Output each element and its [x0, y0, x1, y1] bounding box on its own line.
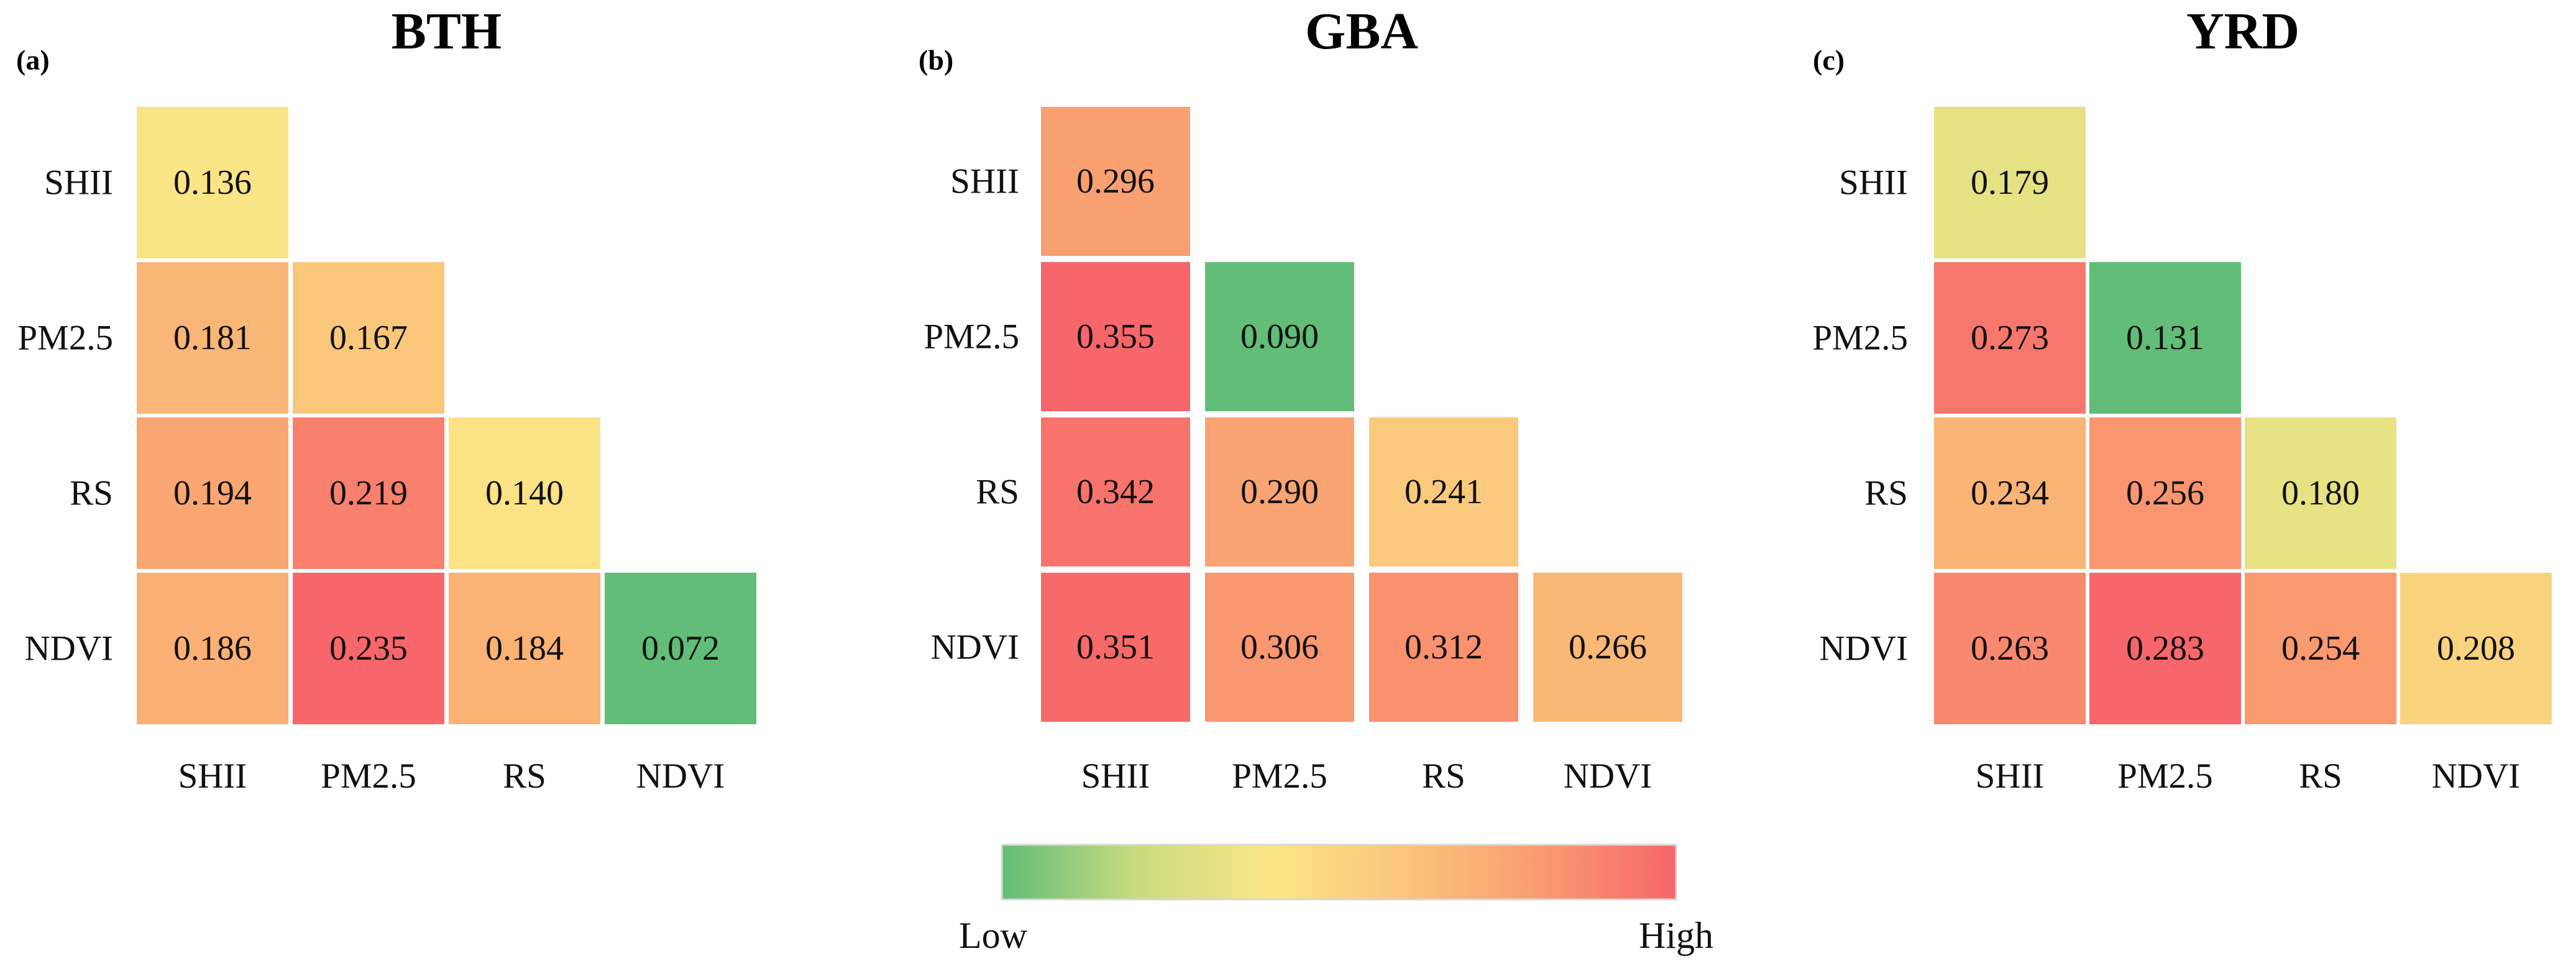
cell-value-label: 0.072 — [641, 629, 720, 668]
heatmap-cell — [2245, 417, 2396, 569]
heatmap-cell — [449, 417, 600, 569]
heatmap-cell — [1205, 262, 1354, 411]
row-label: RS — [976, 473, 1019, 512]
heatmap-cell — [1205, 573, 1354, 722]
heatmap-cell — [1041, 573, 1190, 722]
panel-bth: BTH (a) SHII 0.136 PM2.5 0.181 0.167 RS 0.194 0.2… — [16, 2, 756, 796]
row-label: RS — [1864, 474, 1908, 513]
cell-value-label: 0.256 — [2126, 474, 2204, 512]
cell-value-label: 0.234 — [1971, 474, 2049, 512]
row-label: NDVI — [25, 629, 113, 668]
heatmap-cell — [1533, 573, 1682, 722]
heatmap-cell — [293, 573, 444, 724]
column-label: RS — [2299, 757, 2342, 796]
row-label: NDVI — [931, 628, 1019, 667]
cell-value-label: 0.266 — [1569, 628, 1647, 666]
cell-value-label: 0.179 — [1971, 163, 2049, 202]
row-label: NDVI — [1820, 629, 1908, 668]
cell-value-label: 0.351 — [1076, 628, 1155, 666]
cell-value-label: 0.208 — [2437, 629, 2515, 668]
panel-yrd: YRD (c) SHII 0.179 PM2.5 0.273 0.131 RS 0.234 0.2… — [1812, 2, 2552, 796]
column-label: RS — [1422, 757, 1465, 796]
color-legend: Low High — [959, 844, 1713, 956]
column-label: SHII — [1081, 757, 1150, 796]
row-label: PM2.5 — [17, 319, 113, 358]
cell-value-label: 0.140 — [485, 474, 564, 512]
panel-label: (c) — [1813, 44, 1845, 76]
row-label: PM2.5 — [1812, 319, 1908, 358]
column-label: SHII — [178, 757, 247, 796]
heatmap-cell — [1369, 573, 1518, 722]
heatmap-cell — [137, 573, 288, 724]
heatmap-cell — [449, 573, 600, 724]
heatmap-cell — [1041, 262, 1190, 411]
heatmap-cell — [2400, 573, 2552, 724]
panel-gba: GBA (b) SHII 0.296 PM2.5 0.355 0.090 RS 0.342 0.2… — [919, 2, 1682, 796]
heatmap-cell — [293, 417, 444, 569]
heatmap-cell — [1934, 417, 2086, 569]
cell-value-label: 0.342 — [1076, 473, 1155, 511]
column-label: NDVI — [1564, 757, 1652, 796]
heatmap-cell — [1369, 417, 1518, 566]
column-label: NDVI — [636, 757, 725, 796]
heatmap-cell — [1041, 417, 1190, 566]
cell-value-label: 0.181 — [173, 319, 252, 357]
cell-value-label: 0.241 — [1405, 473, 1483, 511]
heatmap-cell — [137, 107, 288, 258]
column-label: SHII — [1976, 757, 2045, 796]
cell-value-label: 0.273 — [1971, 319, 2049, 357]
heatmap-cell — [137, 262, 288, 414]
row-label: SHII — [44, 163, 113, 202]
column-label: NDVI — [2432, 757, 2520, 796]
heatmap-cell — [137, 417, 288, 569]
cell-value-label: 0.219 — [329, 474, 408, 512]
panel-title: BTH — [392, 2, 502, 60]
cell-value-label: 0.355 — [1076, 317, 1155, 356]
heatmap-cell — [2089, 262, 2241, 414]
heatmap-cell — [605, 573, 756, 724]
column-label: PM2.5 — [2117, 757, 2213, 796]
panel-label: (a) — [16, 44, 50, 76]
cell-value-label: 0.254 — [2281, 629, 2360, 668]
panel-title: GBA — [1305, 2, 1418, 60]
row-label: SHII — [1839, 163, 1908, 202]
heatmap-cell — [2089, 573, 2241, 724]
cell-value-label: 0.312 — [1405, 628, 1483, 666]
legend-high-label: High — [1639, 915, 1713, 956]
heatmap-cell — [1934, 573, 2086, 724]
cell-value-label: 0.136 — [173, 163, 252, 202]
cell-value-label: 0.180 — [2281, 474, 2360, 512]
column-label: PM2.5 — [321, 757, 416, 796]
legend-low-label: Low — [959, 915, 1028, 956]
panel-label: (b) — [919, 44, 953, 76]
cell-value-label: 0.290 — [1240, 473, 1319, 511]
cell-value-label: 0.194 — [173, 474, 252, 512]
cell-value-label: 0.131 — [2126, 319, 2204, 357]
heatmap-cell — [1205, 417, 1354, 566]
heatmap-cell — [1041, 107, 1190, 256]
column-label: RS — [503, 757, 546, 796]
row-label: RS — [70, 474, 113, 513]
panel-title: YRD — [2186, 2, 2299, 60]
row-label: SHII — [950, 162, 1019, 201]
cell-value-label: 0.186 — [173, 629, 252, 668]
heatmap-cell — [293, 262, 444, 414]
heatmap-cell — [1934, 107, 2086, 258]
cell-value-label: 0.184 — [485, 629, 564, 668]
cell-value-label: 0.090 — [1240, 317, 1319, 356]
cell-value-label: 0.167 — [329, 319, 408, 357]
row-label: PM2.5 — [924, 317, 1019, 357]
cell-value-label: 0.283 — [2126, 629, 2204, 668]
heatmap-cell — [1934, 262, 2086, 414]
cell-value-label: 0.263 — [1971, 629, 2049, 668]
heatmap-cell — [2245, 573, 2396, 724]
legend-gradient-bar — [1001, 844, 1677, 901]
column-label: PM2.5 — [1232, 757, 1327, 796]
cell-value-label: 0.306 — [1240, 628, 1319, 666]
cell-value-label: 0.235 — [329, 629, 408, 668]
heatmap-cell — [2089, 417, 2241, 569]
cell-value-label: 0.296 — [1076, 162, 1155, 201]
